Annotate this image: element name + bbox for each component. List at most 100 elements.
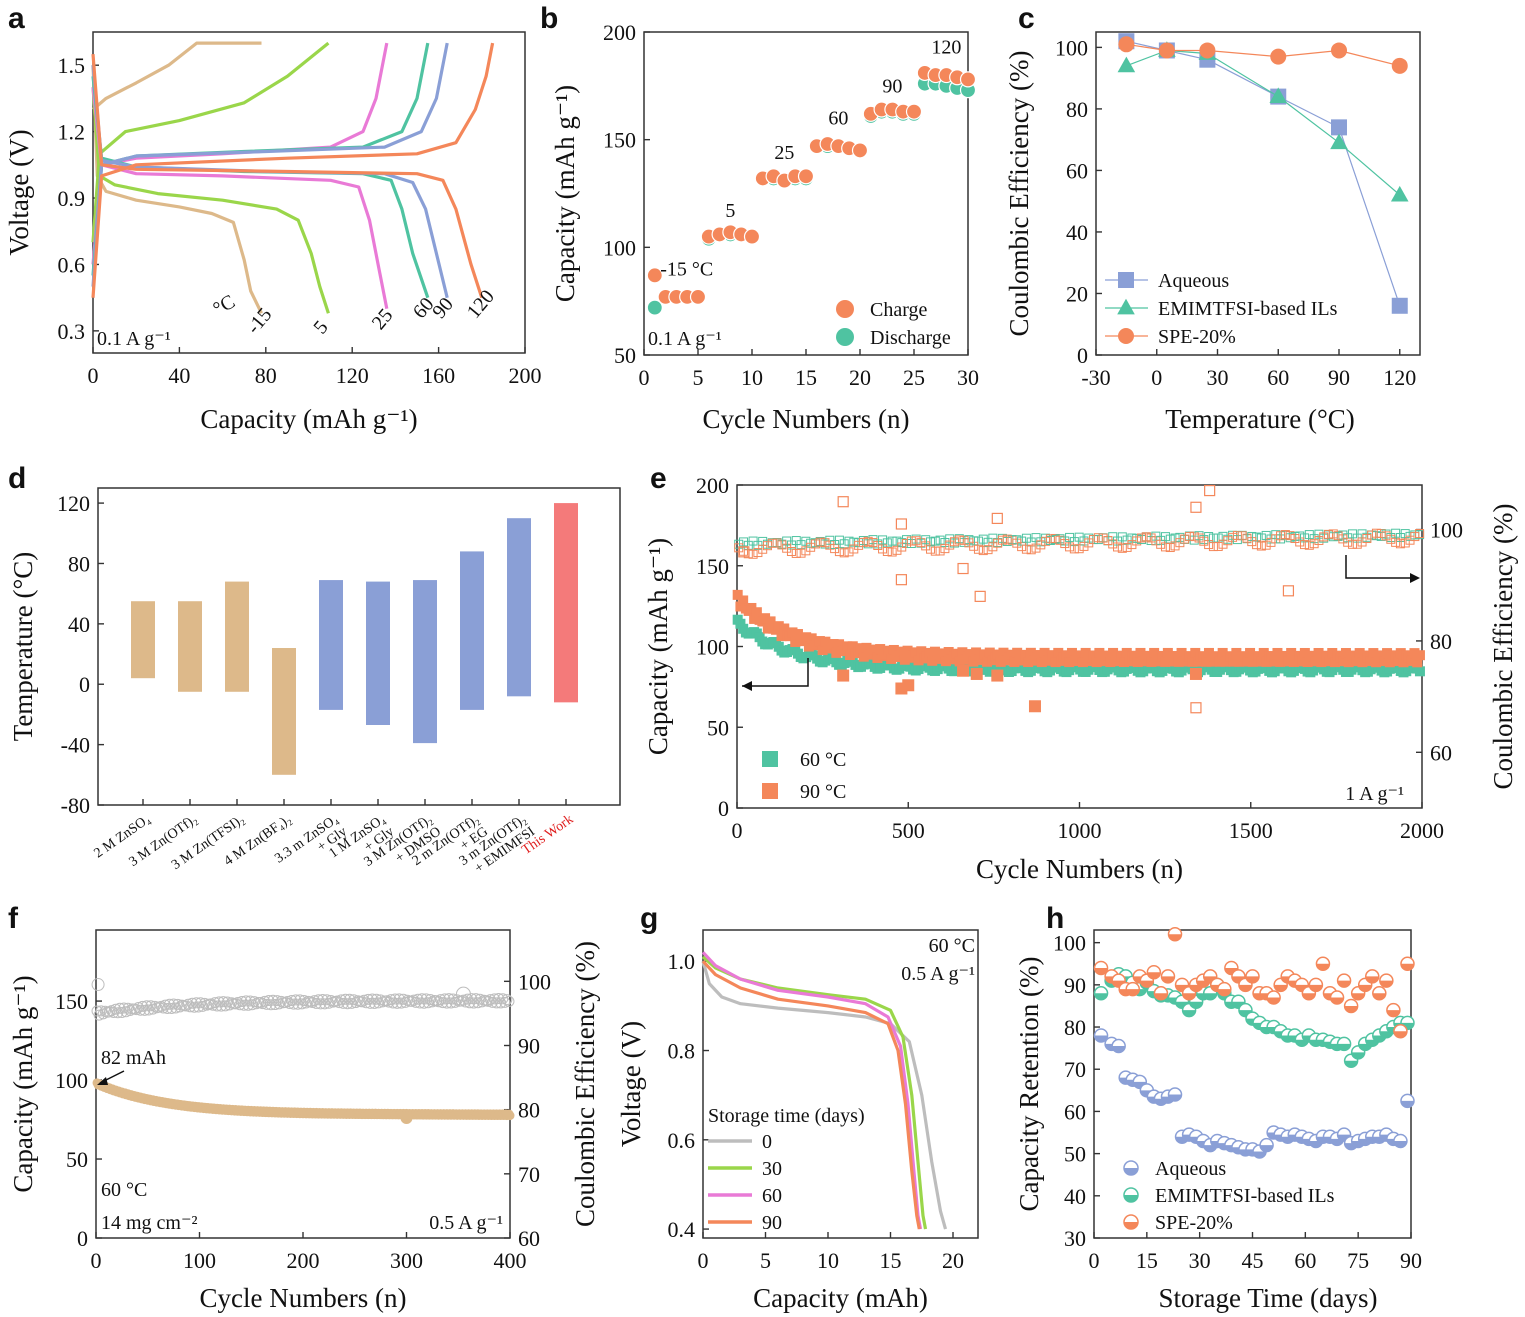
cap-point-90: [929, 646, 940, 657]
marker-fill: [1124, 1222, 1138, 1229]
cap-point-90: [806, 633, 817, 644]
cap-point-90: [1275, 656, 1286, 667]
cap-point-90: [940, 656, 951, 667]
ce-point-90: [1400, 538, 1410, 548]
cap-point-90: [1327, 648, 1338, 659]
cap-point-90: [1160, 656, 1171, 667]
marker-fill: [1400, 963, 1414, 971]
panel-e: 0 500 1000 1500 2000 0 50 100 150 200 60 80 100 Cycle…: [643, 473, 1518, 884]
ce-point-60: [1079, 536, 1089, 546]
cap-point-90: [995, 656, 1006, 667]
cap-point-90: [1162, 647, 1173, 658]
x-tick-label: 30: [957, 365, 979, 390]
y-axis-label: Voltage (V): [616, 1021, 646, 1147]
ce-point: [132, 1001, 144, 1013]
y-tick-label: 0.4: [668, 1217, 696, 1242]
marker-fill: [1154, 993, 1168, 1000]
ce-point: [157, 1002, 169, 1014]
ce-point-90: [782, 543, 792, 553]
ce-point-90: [911, 536, 921, 546]
y-tick-label: 100: [696, 635, 729, 660]
x-tick-label: 1000: [1058, 818, 1102, 843]
x-tick-label: 0: [88, 363, 99, 388]
ce-point-90: [1108, 539, 1118, 549]
y-tick-label: 150: [55, 989, 88, 1014]
ce-point-60: [1242, 534, 1252, 544]
cap-outlier: [1189, 667, 1202, 680]
x-tick-label: 5: [693, 365, 704, 390]
ce-point-60: [1208, 533, 1218, 543]
y-tick-label: 120: [57, 491, 90, 516]
cap-point-90: [847, 641, 858, 652]
range-bar: [272, 648, 296, 775]
ce-point-90: [882, 546, 892, 556]
temperature-annotation: 60 °C: [929, 935, 975, 957]
ce-point-90: [1136, 533, 1146, 543]
cap-point-90: [1330, 657, 1341, 668]
legend-label: Aqueous: [1155, 1158, 1226, 1180]
y-tick-label: -40: [61, 733, 90, 758]
data-point: [1386, 1002, 1401, 1018]
ce-point-90: [854, 540, 864, 550]
y-tick-label: 60: [1064, 1099, 1086, 1124]
panel-label-h: h: [1046, 902, 1064, 935]
cap-point-90: [1239, 651, 1250, 662]
ce-outlier: [974, 590, 986, 602]
x-axis-label: Cycle Numbers (n): [200, 1283, 407, 1313]
cap-point-90: [1371, 657, 1382, 668]
discharge-curve-0: [701, 960, 948, 1230]
ce-point-90: [1371, 528, 1381, 538]
panel-label-g: g: [640, 902, 658, 935]
legend-60-marker: [762, 751, 778, 767]
ce-point-90: [906, 536, 916, 546]
marker-fill: [1094, 1035, 1108, 1042]
cap-point-90: [1201, 656, 1212, 667]
x-tick-label: 0: [1089, 1248, 1100, 1273]
series-marker: [1331, 119, 1347, 136]
cap-point-90: [814, 636, 825, 647]
ce-point-90: [1213, 541, 1223, 551]
ce-point: [149, 1000, 161, 1012]
ce-point-90: [969, 541, 979, 551]
cap-point-90: [1393, 655, 1404, 666]
ce-point-60: [844, 536, 854, 546]
marker-fill: [1094, 967, 1108, 975]
cap-point-90: [861, 642, 872, 653]
x-tick-label: 20: [849, 365, 871, 390]
ce-point-60: [930, 536, 940, 546]
y-tick-label: 0.9: [58, 186, 86, 211]
cap-point-90: [1184, 651, 1195, 662]
cap-point-90: [1297, 656, 1308, 667]
ce-point-60: [926, 537, 936, 547]
charge-point: [905, 103, 923, 120]
cap-point-90: [855, 643, 866, 654]
panel-label-c: c: [1018, 2, 1035, 35]
cap-point-90: [1119, 657, 1130, 668]
y-axis-label: Temperature (°C): [8, 552, 38, 742]
cap-point-90: [1080, 647, 1091, 658]
data-point: [1167, 926, 1183, 942]
cap-point-90: [1047, 650, 1058, 661]
panel-label-f: f: [8, 902, 19, 935]
discharge-curve-25: [91, 87, 389, 310]
marker-fill: [1316, 963, 1330, 971]
ce-point-90: [1276, 531, 1286, 541]
cap-point-90: [1105, 657, 1116, 668]
x-tick-label: 15: [795, 365, 817, 390]
cap-point-90: [803, 641, 814, 652]
y2-tick-label: 70: [518, 1162, 540, 1187]
x-tick-label: 120: [336, 363, 369, 388]
ce-point-90: [1204, 540, 1214, 550]
y-tick-label: 20: [1066, 281, 1088, 306]
ce-point: [155, 1000, 167, 1012]
ce-point-60: [878, 535, 888, 545]
ce-point-90: [959, 535, 969, 545]
ce-outlier: [1190, 501, 1202, 513]
data-point: [1146, 964, 1162, 980]
ce-outlier: [991, 512, 1003, 525]
ce-point-60: [973, 536, 983, 546]
y-tick-label: 1.2: [58, 120, 86, 145]
cap-point-90: [858, 651, 869, 662]
cap-point-90: [1225, 651, 1236, 662]
cap-point-90: [1061, 650, 1072, 661]
